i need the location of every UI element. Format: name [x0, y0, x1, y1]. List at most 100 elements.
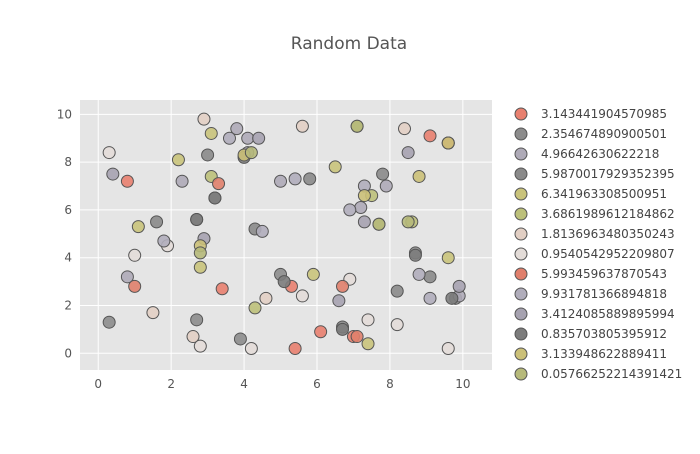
y-tick-label: 10	[57, 107, 72, 121]
data-point	[190, 212, 204, 226]
data-point	[361, 337, 375, 351]
data-point	[350, 330, 364, 344]
legend-label: 5.993459637870543	[541, 267, 667, 281]
data-point	[277, 275, 291, 289]
data-point	[150, 215, 164, 229]
data-point	[357, 189, 371, 203]
series-11	[190, 150, 459, 336]
legend-label: 0.05766252214391421	[541, 367, 682, 381]
data-point	[102, 315, 116, 329]
data-point	[303, 172, 317, 186]
x-tick-label: 10	[455, 377, 470, 391]
data-point	[372, 217, 386, 231]
data-point	[350, 119, 364, 133]
data-point	[295, 289, 309, 303]
data-point	[306, 267, 320, 281]
data-point	[244, 341, 258, 355]
data-point	[354, 201, 368, 215]
data-point	[102, 146, 116, 160]
legend-marker	[514, 307, 528, 321]
data-point	[230, 122, 244, 136]
data-point	[452, 279, 466, 293]
legend-marker	[514, 167, 528, 181]
legend-marker	[514, 367, 528, 381]
data-point	[336, 322, 350, 336]
legend-marker	[514, 327, 528, 341]
data-point	[445, 291, 459, 305]
data-point	[106, 167, 120, 181]
legend-label: 4.96642630622218	[541, 147, 659, 161]
data-point	[171, 153, 185, 167]
data-point	[357, 215, 371, 229]
data-point	[423, 270, 437, 284]
data-point	[146, 306, 160, 320]
data-point	[295, 119, 309, 133]
legend-label: 0.9540542952209807	[541, 247, 675, 261]
series-2	[120, 122, 466, 303]
legend-label: 6.341963308500951	[541, 187, 667, 201]
data-point	[186, 330, 200, 344]
data-point	[128, 248, 142, 262]
legend-marker	[514, 247, 528, 261]
legend-label: 9.931781366894818	[541, 287, 667, 301]
series-4	[131, 126, 455, 351]
legend-label: 3.143441904570985	[541, 107, 667, 121]
y-tick-label: 4	[64, 251, 72, 265]
data-point	[379, 179, 393, 193]
legend-marker	[514, 347, 528, 361]
data-point	[274, 174, 288, 188]
data-point	[201, 148, 215, 162]
axis-ticks: 0 2 4 6 8 10 0 2 4 6 8 10	[57, 107, 471, 391]
y-tick-label: 6	[64, 203, 72, 217]
x-tick-label: 4	[240, 377, 248, 391]
plot-background	[80, 100, 492, 370]
legend-marker	[514, 207, 528, 221]
y-tick-label: 0	[64, 346, 72, 360]
data-point	[233, 332, 247, 346]
data-point	[120, 174, 134, 188]
data-point	[332, 294, 346, 308]
data-point	[397, 122, 411, 136]
data-point	[412, 267, 426, 281]
data-point	[131, 220, 145, 234]
data-point	[244, 146, 258, 160]
legend-marker	[514, 127, 528, 141]
x-tick-label: 2	[167, 377, 175, 391]
data-point	[204, 126, 218, 140]
data-point	[401, 146, 415, 160]
data-point	[288, 341, 302, 355]
data-point	[212, 177, 226, 191]
legend-marker	[514, 107, 528, 121]
x-tick-label: 6	[313, 377, 321, 391]
legend-marker	[514, 187, 528, 201]
legend-label: 3.4124085889895994	[541, 307, 675, 321]
y-tick-label: 8	[64, 155, 72, 169]
x-tick-label: 0	[94, 377, 102, 391]
legend-marker	[514, 227, 528, 241]
data-point	[215, 282, 229, 296]
data-point	[193, 339, 207, 353]
data-point	[255, 224, 269, 238]
grid-lines	[80, 100, 492, 370]
data-point	[128, 279, 142, 293]
data-point	[390, 284, 404, 298]
data-point	[252, 131, 266, 145]
plot-area: 0 2 4 6 8 10 0 2 4 6 8 10	[57, 100, 492, 391]
series-6	[146, 112, 455, 344]
legend-marker	[514, 147, 528, 161]
data-point	[190, 313, 204, 327]
data-point	[401, 215, 415, 229]
data-point	[120, 270, 134, 284]
chart-title: Random Data	[291, 34, 407, 54]
data-point	[314, 325, 328, 339]
data-point	[423, 291, 437, 305]
legend-label: 3.133948622889411	[541, 347, 667, 361]
series-13	[193, 119, 415, 260]
data-point	[193, 246, 207, 260]
data-point	[408, 248, 422, 262]
data-point	[412, 169, 426, 183]
legend-label: 1.8136963480350243	[541, 227, 675, 241]
data-point	[248, 301, 262, 315]
